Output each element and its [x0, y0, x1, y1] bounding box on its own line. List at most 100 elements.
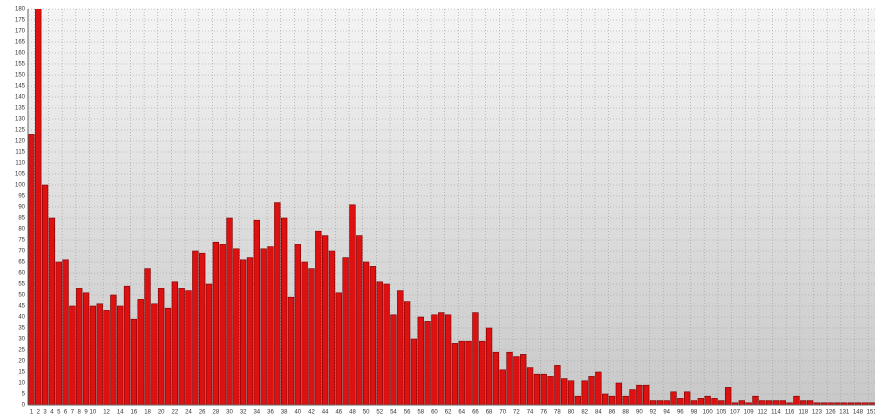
y-tick-label: 95: [18, 194, 25, 200]
y-tick-label: 100: [15, 183, 26, 189]
bar: [390, 314, 397, 406]
bar: [561, 378, 568, 406]
x-tick-label: 72: [513, 410, 520, 416]
x-tick-label: 96: [677, 410, 684, 416]
y-tick-label: 45: [18, 304, 25, 310]
x-tick-label: 26: [199, 410, 206, 416]
bar: [123, 285, 131, 406]
bar: [547, 376, 554, 406]
bar: [315, 230, 322, 406]
bar: [308, 268, 315, 406]
x-tick-label: 66: [472, 410, 479, 416]
y-tick-label: 175: [15, 18, 26, 24]
bar: [595, 371, 602, 406]
bar: [554, 365, 561, 406]
bar: [69, 305, 76, 406]
y-tick-label: 160: [15, 51, 26, 57]
x-tick-label: 14: [117, 410, 124, 416]
x-tick-label: 82: [581, 410, 588, 416]
x-tick-label: 32: [240, 410, 247, 416]
bar: [199, 252, 206, 406]
y-tick-label: 35: [18, 326, 25, 332]
y-tick-label: 0: [22, 403, 26, 409]
x-tick-label: 7: [71, 410, 75, 416]
bar: [806, 400, 814, 406]
x-tick-label: 114: [771, 410, 781, 416]
x-tick-label: 105: [716, 410, 727, 416]
bar: [697, 398, 704, 406]
x-tick-label: 12: [103, 410, 110, 416]
y-tick-label: 25: [18, 348, 25, 354]
bar: [738, 400, 745, 406]
bar: [506, 351, 513, 406]
x-tick-label: 131: [839, 410, 850, 416]
bar: [294, 244, 301, 406]
x-tick-label: 90: [636, 410, 643, 416]
bar: [62, 259, 69, 406]
bar: [458, 340, 465, 406]
y-tick-label: 85: [18, 216, 25, 222]
bar: [376, 281, 383, 406]
x-tick-label: 34: [253, 410, 260, 416]
bar: [164, 307, 172, 406]
bar: [465, 340, 472, 406]
bar: [342, 257, 349, 406]
x-tick-label: 8: [78, 410, 82, 416]
bar: [362, 261, 370, 406]
x-tick-label: 52: [376, 410, 383, 416]
bar: [520, 354, 527, 406]
bar: [205, 283, 213, 406]
y-tick-label: 180: [15, 7, 26, 13]
bar: [779, 400, 786, 406]
bar: [718, 400, 725, 406]
bar: [41, 184, 49, 406]
bar: [485, 327, 493, 406]
x-tick-label: 40: [294, 410, 301, 416]
x-tick-label: 92: [650, 410, 657, 416]
bar: [424, 321, 431, 406]
x-tick-label: 94: [663, 410, 670, 416]
bar: [499, 369, 506, 406]
y-tick-label: 135: [15, 106, 26, 112]
y-tick-label: 130: [15, 117, 26, 123]
bar: [383, 283, 390, 406]
x-tick-label: 107: [730, 410, 741, 416]
x-tick-label: 50: [363, 410, 370, 416]
y-tick-label: 50: [18, 293, 25, 299]
bar: [137, 299, 144, 406]
bar: [280, 217, 288, 406]
x-tick-label: 88: [622, 410, 629, 416]
bar: [28, 134, 35, 406]
x-tick-label: 84: [595, 410, 602, 416]
bar: [711, 398, 718, 406]
bar: [226, 217, 233, 406]
x-tick-label: 48: [349, 410, 356, 416]
bar: [793, 395, 800, 406]
bar: [759, 400, 766, 406]
y-tick-label: 70: [18, 249, 25, 255]
bar: [76, 288, 83, 406]
x-tick-label: 78: [554, 410, 561, 416]
bar: [704, 395, 711, 406]
bar: [328, 250, 336, 406]
bar: [35, 9, 42, 406]
bar: [130, 318, 138, 406]
y-tick-label: 15: [18, 370, 25, 376]
bar: [417, 316, 424, 406]
bar: [677, 398, 684, 406]
x-tick-label: 22: [172, 410, 179, 416]
bar: [588, 376, 595, 406]
y-tick-label: 80: [18, 227, 25, 233]
x-tick-label: 76: [540, 410, 547, 416]
y-tick-label: 90: [18, 205, 25, 211]
bar: [151, 303, 158, 406]
bar: [301, 261, 308, 406]
bar: [451, 343, 459, 406]
bar: [574, 395, 582, 406]
bar: [117, 305, 124, 406]
x-tick-label: 62: [445, 410, 452, 416]
x-tick-label: 24: [185, 410, 192, 416]
bar: [670, 391, 677, 406]
x-tick-label: 20: [158, 410, 165, 416]
y-tick-label: 30: [18, 337, 25, 343]
